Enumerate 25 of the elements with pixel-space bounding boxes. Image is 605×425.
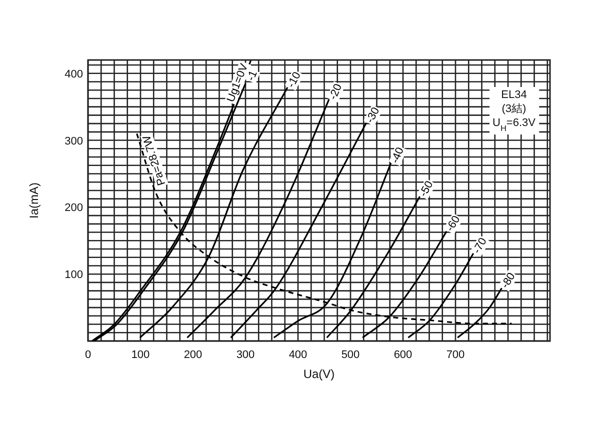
x-tick-label: 700 [446, 349, 465, 361]
y-tick-label: 400 [64, 68, 83, 80]
x-tick-label: 400 [288, 349, 308, 361]
x-tick-label: 200 [184, 349, 202, 361]
text: -20 [327, 82, 345, 102]
x-tick-label: 500 [341, 349, 360, 361]
y-tick-label: 300 [64, 135, 83, 148]
note: EL34 (3結) U$_{H}$=6.3V [490, 87, 540, 134]
x-axis-title: Ua(V) [303, 367, 335, 381]
annotation: (3結) [502, 103, 526, 115]
text: -30 [364, 106, 382, 126]
series: -80 [457, 270, 518, 338]
annotation: EL34 [501, 89, 527, 101]
y-axis-title: Ia(mA) [27, 182, 41, 218]
y-tick-label: 200 [64, 202, 83, 214]
y-tick-label: 100 [64, 269, 83, 282]
x-tick-label: 600 [394, 349, 412, 361]
x-tick-label: 100 [131, 349, 150, 361]
series: -50 [326, 178, 436, 338]
annotation: U$_{H}$=6.3V [492, 117, 536, 132]
x-tick-label: 300 [236, 349, 255, 361]
series: -70 [408, 235, 490, 338]
text: -40 [389, 146, 406, 166]
x-tick-label: 0 [84, 349, 92, 361]
series: -60 [362, 213, 464, 338]
